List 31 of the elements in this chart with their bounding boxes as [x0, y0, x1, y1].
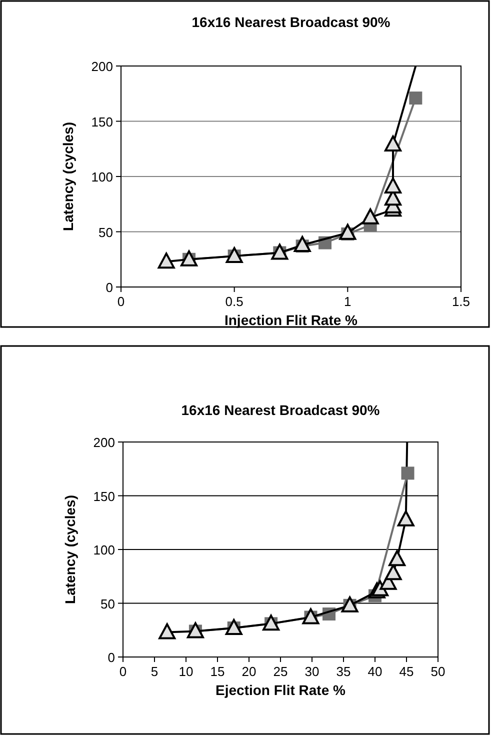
x-tick-label: 10	[178, 664, 194, 679]
y-tick-label: 50	[98, 224, 113, 240]
x-tick-label: 25	[273, 664, 288, 679]
y-tick-label: 200	[91, 59, 113, 74]
y-tick-label: 50	[100, 596, 115, 612]
y-axis-title: Latency (cycles)	[62, 495, 78, 604]
x-tick-label: 0.5	[225, 294, 244, 309]
y-tick-label: 0	[108, 650, 115, 665]
y-tick-label: 200	[93, 435, 115, 450]
x-tick-label: 1	[344, 294, 352, 309]
y-tick-label: 100	[93, 542, 115, 558]
y-tick-label: 150	[93, 488, 115, 504]
x-tick-label: 35	[336, 664, 351, 679]
y-tick-label: 100	[91, 170, 113, 184]
x-tick-label: 5	[150, 664, 158, 679]
chart-title: 16x16 Nearest Broadcast 90%	[181, 402, 380, 418]
y-axis-title: Latency (cycles)	[60, 122, 76, 231]
chart-title: 16x16 Nearest Broadcast 90%	[192, 14, 391, 30]
x-tick-label: 1.5	[452, 294, 470, 309]
x-tick-label: 0	[119, 664, 127, 679]
y-tick-label: 150	[91, 114, 113, 130]
x-tick-label: 30	[304, 664, 320, 679]
x-axis-title: Ejection Flit Rate %	[216, 682, 346, 698]
x-tick-label: 50	[430, 664, 446, 679]
x-tick-label: 45	[399, 664, 414, 679]
x-axis-title: Injection Flit Rate %	[224, 312, 358, 328]
x-tick-label: 15	[210, 664, 225, 679]
x-tick-label: 0	[117, 294, 125, 309]
x-tick-label: 20	[242, 664, 256, 679]
x-tick-label: 40	[368, 664, 382, 679]
y-tick-label: 0	[106, 280, 113, 295]
